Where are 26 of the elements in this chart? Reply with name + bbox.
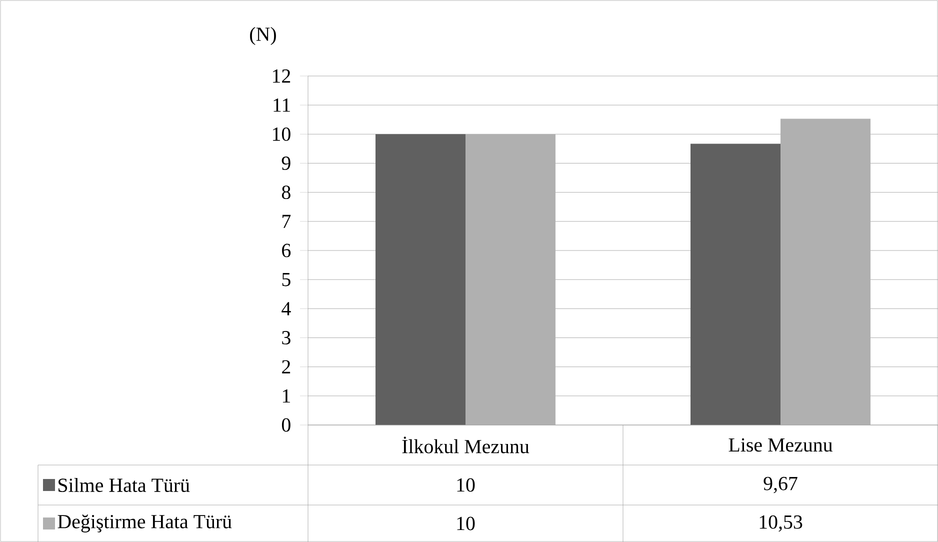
y-tick-label: 5: [282, 272, 290, 286]
data-label: 9,67: [764, 476, 798, 494]
legend-label: Değiştirme Hata Türü: [58, 514, 232, 532]
y-tick-label: 4: [282, 302, 291, 316]
y-tick-label: 11: [274, 98, 290, 112]
data-label: 10,53: [760, 515, 802, 532]
y-tick-label: 2: [282, 360, 290, 374]
y-tick-label: 0: [282, 418, 290, 432]
bar: [780, 118, 871, 425]
y-tick-label: 9: [282, 156, 290, 170]
y-tick-label: 8: [282, 186, 290, 200]
bar: [690, 144, 781, 425]
y-tick-label: 1: [282, 389, 290, 402]
bar: [376, 134, 466, 425]
y-tick-label: 7: [282, 214, 291, 228]
y-tick-label: 12: [272, 69, 290, 83]
x-tick-label: Lise Mezunu: [728, 438, 832, 452]
y-tick-label: 3: [282, 331, 290, 344]
y-tick-label: 10: [272, 127, 290, 141]
y-tick-label: 6: [282, 244, 291, 258]
legend-label: Silme Hata Türü: [58, 478, 190, 492]
data-label: 10: [457, 516, 475, 530]
data-label: 10: [457, 478, 475, 492]
x-tick-label: İlkokul Mezunu: [402, 436, 530, 454]
y-axis-title: (N): [250, 26, 276, 46]
bar: [466, 134, 556, 425]
